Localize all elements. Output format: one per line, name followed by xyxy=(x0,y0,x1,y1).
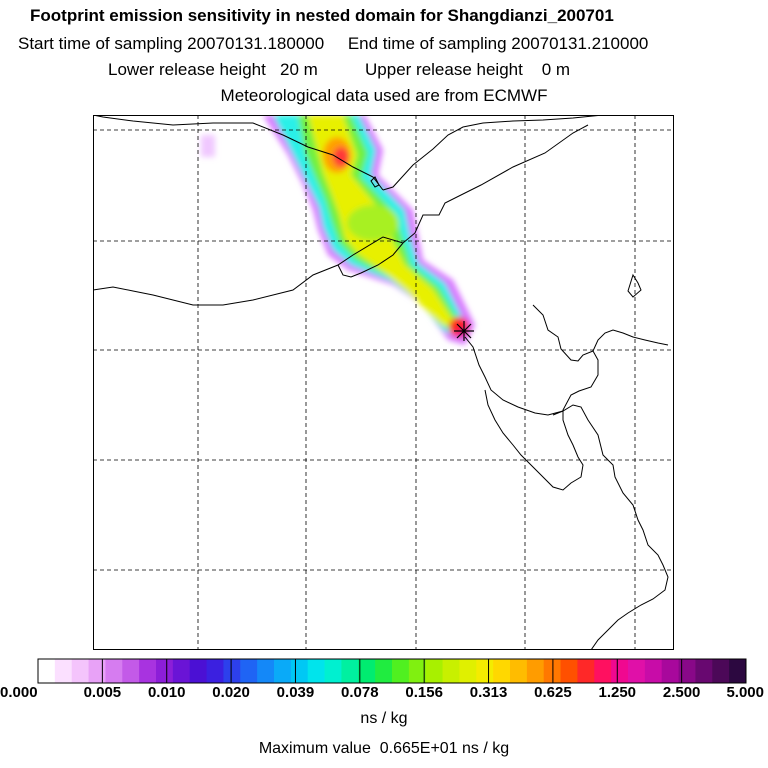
colorbar-swatch xyxy=(408,659,427,683)
colorbar-swatch xyxy=(560,659,578,683)
colorbar-swatch xyxy=(712,659,730,683)
colorbar-swatch xyxy=(510,659,528,683)
coastlines xyxy=(93,115,669,650)
colorbar-swatch xyxy=(172,659,191,683)
footprint-map xyxy=(93,115,674,650)
colorbar-swatch xyxy=(223,659,241,683)
isolated-patch xyxy=(201,135,215,157)
release-site-marker xyxy=(454,321,474,341)
colorbar-swatch xyxy=(240,659,258,683)
colorbar-tick-label: 0.313 xyxy=(469,684,508,701)
colorbar-tick-label: 0.625 xyxy=(534,684,572,701)
colorbar-tick-label: 0.000 xyxy=(0,684,38,701)
colorbar-swatch xyxy=(274,659,292,683)
colorbar-swatch xyxy=(290,659,309,683)
plot-title: Footprint emission sensitivity in nested… xyxy=(30,6,614,25)
colorbar-tick-label: 0.005 xyxy=(83,684,122,701)
map-frame xyxy=(93,115,674,650)
colorbar-units: ns / kg xyxy=(360,710,408,727)
sampling-time: Start time of sampling 20070131.180000 E… xyxy=(18,34,649,53)
colorbar-swatch xyxy=(678,659,696,683)
colorbar-tick-label: 1.250 xyxy=(598,684,637,701)
colorbar-swatch xyxy=(493,659,511,683)
release-height: Lower release height 20 m Upper release … xyxy=(108,60,571,79)
colorbar-swatch xyxy=(661,659,680,683)
colorbar-swatch xyxy=(307,659,326,683)
colorbar-swatch xyxy=(695,659,713,683)
colorbar-swatch xyxy=(206,659,224,683)
colorbar-swatch xyxy=(628,659,646,683)
colorbar-swatch xyxy=(71,659,90,683)
colorbar-swatch xyxy=(543,659,562,683)
colorbar-swatch xyxy=(257,659,275,683)
map-gridlines xyxy=(93,115,674,650)
footprint-plume xyxy=(201,115,475,345)
colorbar xyxy=(37,658,747,684)
colorbar-swatch xyxy=(425,659,444,683)
colorbar-swatch xyxy=(341,659,359,683)
colorbar-swatch xyxy=(139,659,157,683)
meteo-source: Meteorological data used are from ECMWF xyxy=(220,86,548,105)
colorbar-swatch xyxy=(324,659,342,683)
colorbar-frame xyxy=(37,658,747,684)
colorbar-tick-label: 0.020 xyxy=(212,684,250,701)
colorbar-swatch xyxy=(594,659,612,683)
colorbar-swatch xyxy=(577,659,595,683)
colorbar-swatch xyxy=(526,659,545,683)
colorbar-swatch xyxy=(105,659,123,683)
colorbar-swatch xyxy=(38,659,56,683)
colorbar-swatch xyxy=(442,659,460,683)
colorbar-tick-label: 0.010 xyxy=(147,684,186,701)
colorbar-tick-label: 0.156 xyxy=(405,684,443,701)
colorbar-tick-label: 2.500 xyxy=(662,684,701,701)
colorbar-swatch xyxy=(729,659,747,683)
colorbar-swatch xyxy=(459,659,477,683)
colorbar-swatch xyxy=(392,659,410,683)
colorbar-tick-label: 0.039 xyxy=(276,684,315,701)
maximum-value: Maximum value 0.665E+01 ns / kg xyxy=(258,740,510,757)
colorbar-swatch xyxy=(189,659,208,683)
colorbar-swatch xyxy=(54,659,73,683)
colorbar-swatch xyxy=(644,659,663,683)
colorbar-swatch xyxy=(358,659,376,683)
colorbar-swatch xyxy=(476,659,494,683)
colorbar-tick-label: 0.078 xyxy=(341,684,379,701)
colorbar-swatch xyxy=(88,659,106,683)
plume-green-core xyxy=(347,205,399,241)
colorbar-swatch xyxy=(122,659,140,683)
colorbar-ticks: 0.000 0.005 0.010 0.020 0.039 0.078 0.156 0.313… xyxy=(0,684,768,706)
colorbar-tick-label: 5.000 xyxy=(726,684,764,701)
colorbar-swatch xyxy=(375,659,393,683)
colorbar-swatch xyxy=(156,659,174,683)
colorbar-swatch xyxy=(611,659,629,683)
